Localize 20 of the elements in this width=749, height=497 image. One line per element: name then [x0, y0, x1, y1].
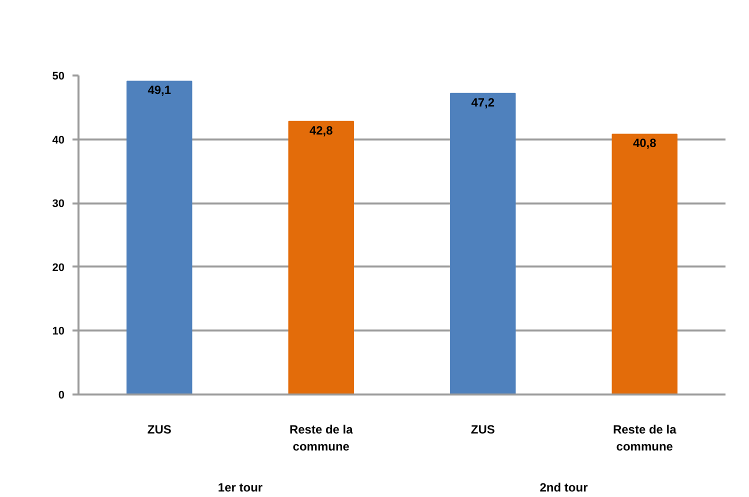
x-tick-label: ZUS: [147, 422, 172, 436]
y-tick-label: 0: [58, 390, 65, 402]
y-tick-label: 30: [52, 198, 65, 210]
x-tick-label: ZUS: [470, 422, 495, 436]
bar: [612, 134, 678, 394]
bar: [288, 120, 354, 394]
data-label: 47,2: [471, 95, 495, 110]
y-tick-label: 40: [52, 134, 65, 146]
text: 1er tour: [218, 480, 263, 494]
data-label: 49,1: [148, 83, 172, 98]
data-label: 42,8: [309, 123, 334, 138]
data-label: 40,8: [632, 136, 657, 150]
bar: [450, 92, 516, 394]
y-tick-label: 20: [52, 262, 65, 274]
x-tick-label: Reste de la commune: [289, 422, 354, 454]
bar: [126, 80, 192, 394]
x-tick-label: Reste de la commune: [612, 422, 677, 454]
y-tick-label: 10: [52, 326, 65, 338]
text: 2nd tour: [540, 480, 588, 494]
y-tick-label: 50: [52, 70, 65, 82]
